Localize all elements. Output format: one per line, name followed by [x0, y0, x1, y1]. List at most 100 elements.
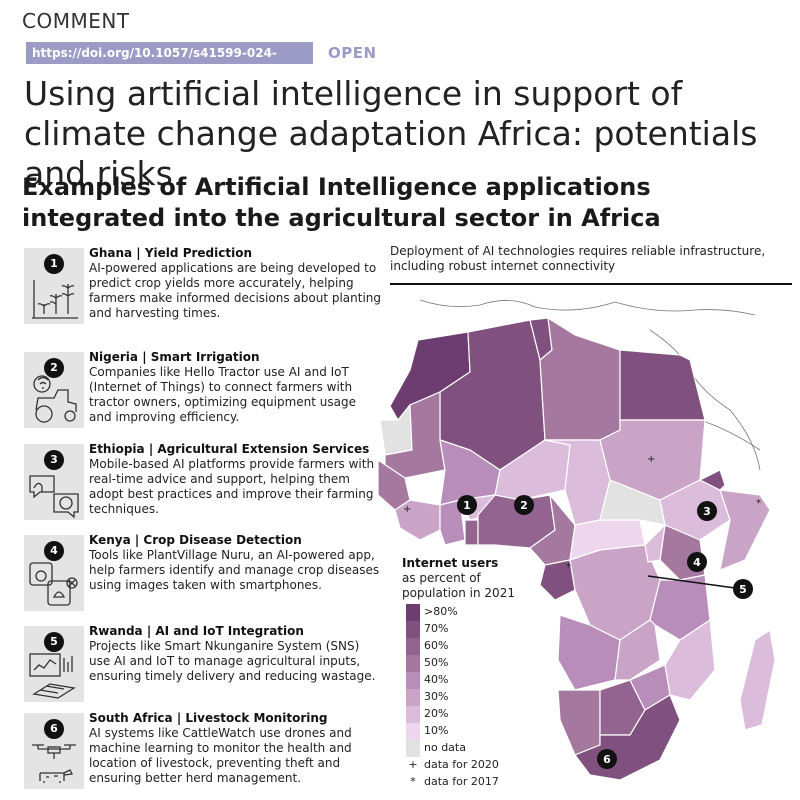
legend-label: 10% [424, 724, 449, 737]
legend-swatch [406, 723, 420, 740]
svg-text:2: 2 [520, 499, 528, 512]
chat-plant-icon: 3 [24, 444, 84, 520]
country-ghana [464, 519, 479, 546]
open-access-badge: OPEN [328, 44, 377, 62]
application-item-rwanda: 5 Rwanda | AI and IoT Integration Projec… [23, 624, 383, 709]
map-caption: Deployment of AI technologies requires r… [390, 244, 766, 273]
application-description: AI systems like CattleWatch use drones a… [89, 726, 352, 785]
application-item-ghana: 1 Ghana | Yield Prediction AI-powered ap… [23, 246, 383, 331]
map-marker-1[interactable]: 1 [457, 495, 477, 515]
svg-text:6: 6 [603, 753, 611, 766]
map-marker-6[interactable]: 6 [597, 749, 617, 769]
marker-number: 5 [44, 632, 64, 652]
application-item-ethiopia: 3 Ethiopia | Agricultural Extension Serv… [23, 442, 383, 527]
marker-5-leader-line [647, 575, 736, 589]
section-label: COMMENT [22, 9, 130, 33]
country-namibia [557, 689, 601, 756]
legend-item: 40% [402, 672, 522, 689]
legend-swatch [406, 740, 420, 757]
map-symbol-star: * [756, 498, 761, 509]
tractor-icon: 2 [24, 352, 84, 428]
application-heading: Kenya | Crop Disease Detection [89, 533, 302, 547]
application-description: AI-powered applications are being develo… [89, 261, 382, 320]
svg-text:1: 1 [463, 499, 471, 512]
marker-number: 4 [44, 541, 64, 561]
legend-note-2020: + data for 2020 [408, 758, 499, 771]
map-marker-4[interactable]: 4 [687, 552, 707, 572]
legend-title: Internet users [402, 556, 499, 570]
legend-item: no data [402, 740, 522, 757]
application-description: Projects like Smart Nkunganire System (S… [89, 639, 376, 683]
country-somalia [719, 489, 771, 571]
crop-growth-icon: 1 [24, 248, 84, 324]
application-heading: Nigeria | Smart Irrigation [89, 350, 260, 364]
legend-label: 50% [424, 656, 449, 669]
article-title: Using artificial intelligence in support… [24, 74, 758, 193]
disease-scan-icon: 4 [24, 535, 84, 611]
legend-swatch [406, 655, 420, 672]
legend-swatch [406, 621, 420, 638]
legend-swatch [406, 672, 420, 689]
application-heading: Ghana | Yield Prediction [89, 246, 252, 260]
legend-item: 20% [402, 706, 522, 723]
drone-cattle-icon: 6 [24, 713, 84, 789]
iot-dashboard-icon: 5 [24, 626, 84, 702]
map-note-symbols: + + * * [403, 454, 761, 573]
map-legend: Internet users as percent of population … [402, 556, 522, 791]
legend-label: 40% [424, 673, 449, 686]
country-egypt [619, 349, 706, 421]
application-description: Tools like PlantVillage Nuru, an AI-powe… [89, 548, 380, 592]
marker-number: 1 [44, 254, 64, 274]
country-cote-divoire [439, 499, 466, 546]
legend-item: 50% [402, 655, 522, 672]
application-heading: Rwanda | AI and IoT Integration [89, 624, 304, 638]
legend-scale: >80% 70% 60% 50% 40% 30% 20% 10% no data [402, 604, 522, 757]
map-marker-5[interactable]: 5 [733, 579, 753, 599]
application-item-kenya: 4 Kenya | Crop Disease Detection Tools l… [23, 533, 383, 618]
legend-subtitle: as percent of population in 2021 [402, 571, 515, 600]
country-gabon [539, 559, 576, 601]
legend-swatch [406, 604, 420, 621]
country-uganda [644, 523, 666, 563]
svg-text:4: 4 [693, 556, 701, 569]
doi-link[interactable]: https://doi.org/10.1057/s41599-024-04223… [26, 42, 313, 82]
application-description: Companies like Hello Tractor use AI and … [89, 365, 356, 424]
legend-swatch [406, 689, 420, 706]
coastline-outline [419, 299, 761, 471]
legend-label: 70% [424, 622, 449, 635]
africa-internet-map: + + * * 1 2 3 4 5 6 [377, 299, 776, 781]
application-item-nigeria: 2 Nigeria | Smart Irrigation Companies l… [23, 350, 383, 435]
country-madagascar [739, 628, 776, 731]
legend-item: 30% [402, 689, 522, 706]
legend-item: >80% [402, 604, 522, 621]
marker-number: 3 [44, 450, 64, 470]
map-marker-2[interactable]: 2 [514, 495, 534, 515]
country-djibouti [698, 469, 726, 491]
legend-note-2017: * data for 2017 [410, 775, 499, 788]
legend-swatch [406, 706, 420, 723]
country-guinea [394, 499, 441, 541]
map-symbol-plus: + [647, 454, 655, 465]
legend-label: >80% [424, 605, 458, 618]
svg-text:3: 3 [703, 505, 711, 518]
legend-item: 70% [402, 621, 522, 638]
legend-label: 30% [424, 690, 449, 703]
application-item-south-africa: 6 South Africa | Livestock Monitoring AI… [23, 711, 383, 796]
legend-label: 20% [424, 707, 449, 720]
legend-item: 10% [402, 723, 522, 740]
country-south-sudan [599, 479, 666, 526]
figure-title: Examples of Artificial Intelligence appl… [22, 173, 661, 232]
marker-number: 6 [44, 719, 64, 739]
map-symbol-star: * [566, 562, 571, 573]
map-marker-3[interactable]: 3 [697, 501, 717, 521]
legend-label: no data [424, 741, 466, 754]
country-libya [539, 316, 621, 441]
map-markers: 1 2 3 4 5 6 [457, 495, 753, 769]
marker-number: 2 [44, 358, 64, 378]
map-divider [390, 283, 792, 285]
application-heading: Ethiopia | Agricultural Extension Servic… [89, 442, 370, 456]
svg-text:5: 5 [739, 583, 747, 596]
country-zambia [614, 619, 661, 681]
country-shapes [377, 316, 776, 781]
legend-swatch [406, 638, 420, 655]
